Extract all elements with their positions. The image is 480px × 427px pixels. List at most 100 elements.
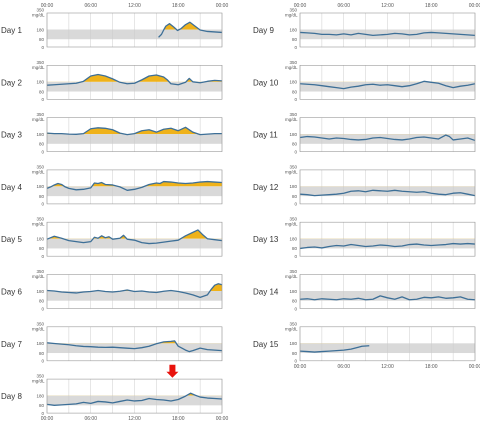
y-tick-label: 80 bbox=[39, 351, 45, 356]
y-tick-label: 80 bbox=[292, 194, 298, 199]
x-tick-label-bottom: 12:00 bbox=[128, 416, 141, 422]
x-tick-label-bottom: 18:00 bbox=[172, 416, 185, 422]
y-tick-label: 180 bbox=[289, 341, 297, 346]
x-tick-label-top: 00:00 bbox=[216, 3, 229, 9]
day-label: Day 5 bbox=[1, 235, 22, 244]
day-label: Day 3 bbox=[1, 131, 22, 140]
y-tick-label: 0 bbox=[294, 254, 297, 259]
y-tick-label: 80 bbox=[39, 299, 45, 304]
y-unit-label: mg/dL bbox=[32, 117, 45, 122]
y-unit-label: mg/dL bbox=[285, 222, 298, 227]
y-unit-label: mg/dL bbox=[32, 13, 45, 18]
y-unit-label: mg/dL bbox=[32, 379, 45, 384]
day-label: Day 9 bbox=[253, 26, 274, 35]
x-tick-label-top: 12:00 bbox=[381, 3, 394, 9]
y-tick-label: 80 bbox=[39, 142, 45, 147]
x-tick-label-top: 00:00 bbox=[469, 3, 480, 9]
x-tick-label-top: 00:00 bbox=[41, 3, 54, 9]
y-unit-label: mg/dL bbox=[285, 13, 298, 18]
y-tick-label: 180 bbox=[36, 393, 44, 398]
panel-frame bbox=[299, 274, 476, 309]
y-tick-label: 80 bbox=[39, 403, 45, 408]
y-tick-label: 0 bbox=[41, 97, 44, 102]
day-label: Day 15 bbox=[253, 340, 279, 349]
y-tick-label: 350 bbox=[289, 112, 297, 117]
y-tick-label: 0 bbox=[41, 411, 44, 416]
event-arrow-marker bbox=[166, 364, 179, 378]
panel-frame bbox=[299, 12, 476, 48]
y-tick-label: 80 bbox=[292, 89, 298, 94]
y-tick-label: 180 bbox=[36, 237, 44, 242]
glucose-line bbox=[46, 73, 223, 86]
panel-frame bbox=[46, 221, 223, 257]
glucose-line bbox=[46, 229, 223, 245]
y-tick-label: 350 bbox=[289, 8, 297, 13]
day-label: Day 10 bbox=[253, 78, 279, 87]
y-tick-label: 180 bbox=[289, 184, 297, 189]
y-tick-label: 350 bbox=[289, 60, 297, 65]
above-target-area bbox=[81, 74, 222, 82]
x-tick-label-bottom: 18:00 bbox=[425, 364, 438, 370]
glucose-line bbox=[299, 345, 370, 353]
y-tick-label: 180 bbox=[289, 132, 297, 137]
y-tick-label: 0 bbox=[41, 202, 44, 207]
y-tick-label: 180 bbox=[289, 80, 297, 85]
glucose-line bbox=[46, 392, 223, 406]
panel-frame bbox=[46, 274, 223, 309]
y-unit-label: mg/dL bbox=[32, 274, 45, 279]
day-label: Day 14 bbox=[253, 288, 279, 297]
y-unit-label: mg/dL bbox=[32, 65, 45, 70]
y-tick-label: 80 bbox=[292, 37, 298, 42]
y-tick-label: 80 bbox=[39, 246, 45, 251]
y-tick-label: 80 bbox=[292, 142, 298, 147]
day-label: Day 1 bbox=[1, 26, 22, 35]
day-label: Day 7 bbox=[1, 340, 22, 349]
y-tick-label: 350 bbox=[36, 60, 44, 65]
y-tick-label: 80 bbox=[39, 37, 45, 42]
glucose-line bbox=[46, 340, 223, 353]
y-unit-label: mg/dL bbox=[32, 326, 45, 331]
y-tick-label: 80 bbox=[292, 351, 298, 356]
panel-frame bbox=[299, 117, 476, 152]
x-tick-label-top: 06:00 bbox=[337, 3, 350, 9]
y-unit-label: mg/dL bbox=[285, 117, 298, 122]
y-tick-label: 180 bbox=[36, 80, 44, 85]
y-tick-label: 350 bbox=[289, 321, 297, 326]
y-tick-label: 180 bbox=[36, 184, 44, 189]
y-tick-label: 0 bbox=[294, 306, 297, 311]
y-tick-label: 0 bbox=[294, 97, 297, 102]
panel-frame bbox=[46, 65, 223, 100]
y-tick-label: 0 bbox=[41, 45, 44, 50]
y-tick-label: 180 bbox=[36, 289, 44, 294]
y-unit-label: mg/dL bbox=[32, 222, 45, 227]
panel-frame bbox=[46, 326, 223, 362]
y-unit-label: mg/dL bbox=[285, 274, 298, 279]
y-tick-label: 0 bbox=[41, 359, 44, 364]
panel-frame bbox=[299, 65, 476, 100]
y-tick-label: 350 bbox=[289, 164, 297, 169]
day-label: Day 4 bbox=[1, 183, 22, 192]
y-tick-label: 350 bbox=[36, 8, 44, 13]
panel-frame bbox=[46, 378, 223, 414]
y-tick-label: 180 bbox=[36, 132, 44, 137]
x-tick-label-top: 00:00 bbox=[294, 3, 307, 9]
day-label: Day 11 bbox=[253, 131, 278, 140]
x-tick-label-bottom: 06:00 bbox=[84, 416, 97, 422]
panel-frame bbox=[299, 169, 476, 205]
y-unit-label: mg/dL bbox=[32, 169, 45, 174]
y-tick-label: 80 bbox=[39, 89, 45, 94]
y-tick-label: 350 bbox=[36, 164, 44, 169]
panel-frame bbox=[299, 221, 476, 257]
y-tick-label: 350 bbox=[289, 269, 297, 274]
y-tick-label: 0 bbox=[294, 359, 297, 364]
y-tick-label: 0 bbox=[41, 254, 44, 259]
y-tick-label: 180 bbox=[36, 27, 44, 32]
y-tick-label: 0 bbox=[294, 45, 297, 50]
